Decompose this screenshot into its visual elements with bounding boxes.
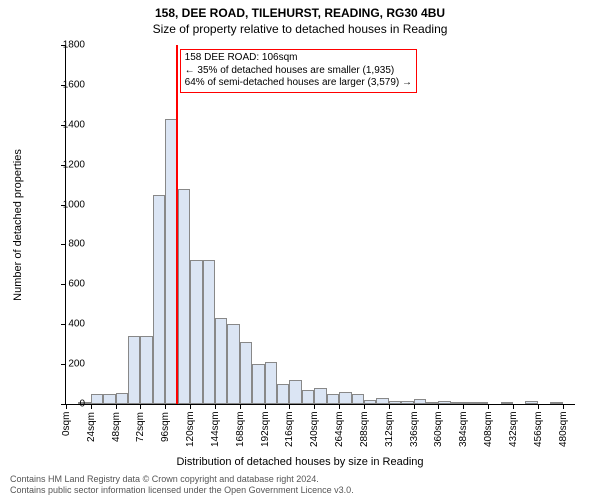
reference-line — [176, 45, 178, 404]
histogram-bar — [401, 401, 413, 404]
x-tick — [513, 404, 514, 409]
x-tick-label: 144sqm — [210, 411, 221, 447]
x-tick — [414, 404, 415, 409]
histogram-bar — [550, 402, 562, 404]
histogram-bar — [252, 364, 264, 404]
x-tick-label: 192sqm — [260, 411, 271, 447]
y-tick-label: 1600 — [45, 79, 85, 90]
histogram-bar — [438, 401, 450, 404]
histogram-bar — [414, 399, 426, 404]
histogram-bar — [525, 401, 537, 404]
histogram-bar — [116, 393, 128, 404]
x-tick-label: 72sqm — [135, 411, 146, 441]
y-tick-label: 1000 — [45, 199, 85, 210]
y-tick-label: 800 — [45, 239, 85, 250]
y-tick-label: 200 — [45, 359, 85, 370]
histogram-bar — [476, 402, 488, 404]
x-tick — [165, 404, 166, 409]
x-tick-label: 240sqm — [309, 411, 320, 447]
x-tick-label: 432sqm — [508, 411, 519, 447]
y-tick-label: 400 — [45, 319, 85, 330]
y-axis-label: Number of detached properties — [12, 149, 24, 301]
x-tick — [215, 404, 216, 409]
x-tick — [563, 404, 564, 409]
x-tick — [240, 404, 241, 409]
histogram-bar — [352, 394, 364, 404]
histogram-bar — [178, 189, 190, 404]
histogram-bar — [364, 400, 376, 404]
y-tick-label: 0 — [45, 399, 85, 410]
x-tick — [463, 404, 464, 409]
histogram-bar — [314, 388, 326, 404]
x-tick-label: 48sqm — [111, 411, 122, 441]
chart-title-main: 158, DEE ROAD, TILEHURST, READING, RG30 … — [0, 6, 600, 20]
histogram-bar — [463, 402, 475, 404]
x-tick — [190, 404, 191, 409]
histogram-bar — [91, 394, 103, 404]
histogram-bar — [426, 402, 438, 404]
histogram-bar — [240, 342, 252, 404]
x-tick — [488, 404, 489, 409]
x-tick-label: 360sqm — [433, 411, 444, 447]
x-tick-label: 384sqm — [458, 411, 469, 447]
x-tick — [91, 404, 92, 409]
annotation-line: 64% of semi-detached houses are larger (… — [185, 77, 412, 90]
footer-line-2: Contains public sector information licen… — [10, 485, 590, 496]
x-tick-label: 24sqm — [86, 411, 97, 441]
plot-area: 158 DEE ROAD: 106sqm← 35% of detached ho… — [65, 45, 575, 405]
x-tick-label: 264sqm — [334, 411, 345, 447]
histogram-bar — [140, 336, 152, 404]
y-tick-label: 1400 — [45, 119, 85, 130]
histogram-bar — [277, 384, 289, 404]
x-tick-label: 168sqm — [235, 411, 246, 447]
histogram-bar — [302, 390, 314, 404]
footer-line-1: Contains HM Land Registry data © Crown c… — [10, 474, 590, 485]
x-tick — [389, 404, 390, 409]
x-tick — [140, 404, 141, 409]
x-tick-label: 216sqm — [284, 411, 295, 447]
x-tick-label: 120sqm — [185, 411, 196, 447]
x-tick-label: 0sqm — [61, 412, 72, 436]
x-axis-label: Distribution of detached houses by size … — [0, 456, 600, 468]
chart-container: 158, DEE ROAD, TILEHURST, READING, RG30 … — [0, 0, 600, 500]
histogram-bar — [376, 398, 388, 404]
x-tick-label: 288sqm — [359, 411, 370, 447]
histogram-bar — [389, 401, 401, 404]
x-tick-label: 336sqm — [409, 411, 420, 447]
histogram-bar — [289, 380, 301, 404]
x-tick — [339, 404, 340, 409]
histogram-bar — [339, 392, 351, 404]
annotation-line: 158 DEE ROAD: 106sqm — [185, 52, 412, 65]
histogram-bar — [227, 324, 239, 404]
x-tick — [265, 404, 266, 409]
x-tick-label: 456sqm — [533, 411, 544, 447]
histogram-bar — [203, 260, 215, 404]
x-tick-label: 408sqm — [483, 411, 494, 447]
histogram-bar — [327, 394, 339, 404]
x-tick-label: 312sqm — [384, 411, 395, 447]
x-tick — [116, 404, 117, 409]
histogram-bar — [501, 402, 513, 404]
footer-attribution: Contains HM Land Registry data © Crown c… — [10, 474, 590, 496]
annotation-box: 158 DEE ROAD: 106sqm← 35% of detached ho… — [180, 49, 417, 93]
x-tick — [314, 404, 315, 409]
histogram-bar — [265, 362, 277, 404]
x-tick — [364, 404, 365, 409]
histogram-bar — [215, 318, 227, 404]
chart-title-sub: Size of property relative to detached ho… — [0, 22, 600, 36]
y-tick-label: 600 — [45, 279, 85, 290]
x-tick — [538, 404, 539, 409]
y-tick-label: 1800 — [45, 40, 85, 51]
x-tick — [438, 404, 439, 409]
histogram-bar — [451, 402, 463, 404]
x-tick — [289, 404, 290, 409]
x-tick-label: 480sqm — [558, 411, 569, 447]
x-tick-label: 96sqm — [160, 411, 171, 441]
histogram-bar — [128, 336, 140, 404]
y-tick-label: 1200 — [45, 159, 85, 170]
histogram-bar — [153, 195, 165, 404]
annotation-line: ← 35% of detached houses are smaller (1,… — [185, 65, 412, 78]
histogram-bar — [103, 394, 115, 404]
histogram-bar — [190, 260, 202, 404]
